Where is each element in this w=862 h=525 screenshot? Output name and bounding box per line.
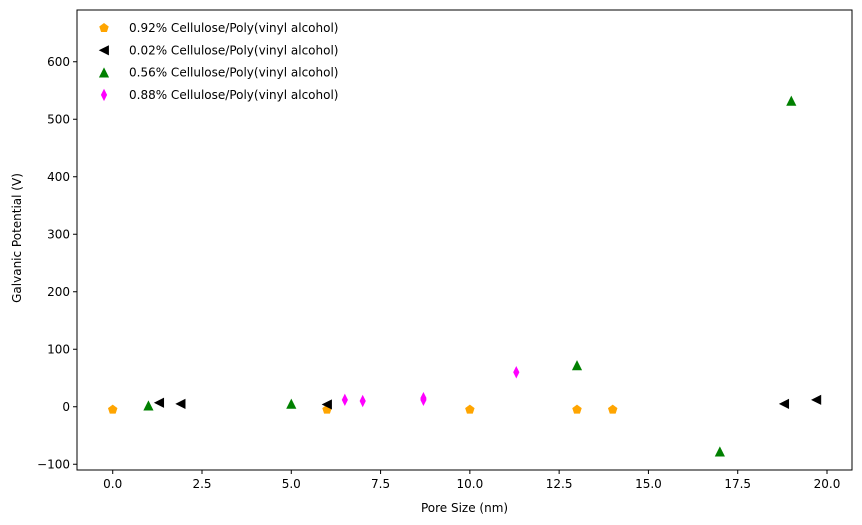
y-tick-label: 400: [47, 170, 70, 184]
x-tick-label: 0.0: [103, 477, 122, 491]
y-tick-label: −100: [37, 457, 70, 471]
y-tick-label: 0: [62, 400, 70, 414]
x-tick-label: 20.0: [814, 477, 841, 491]
y-tick-label: 600: [47, 55, 70, 69]
x-tick-label: 15.0: [635, 477, 662, 491]
legend-label: 0.56% Cellulose/Poly(vinyl alcohol): [129, 66, 338, 80]
x-tick-label: 10.0: [456, 477, 483, 491]
y-tick-label: 100: [47, 342, 70, 356]
legend-label: 0.92% Cellulose/Poly(vinyl alcohol): [129, 21, 338, 35]
x-tick-label: 2.5: [192, 477, 211, 491]
legend-label: 0.02% Cellulose/Poly(vinyl alcohol): [129, 43, 338, 57]
y-axis-label: Galvanic Potential (V): [10, 173, 24, 303]
x-axis-label: Pore Size (nm): [421, 501, 508, 515]
x-tick-label: 17.5: [724, 477, 751, 491]
x-tick-label: 5.0: [282, 477, 301, 491]
legend-label: 0.88% Cellulose/Poly(vinyl alcohol): [129, 88, 338, 102]
y-tick-label: 500: [47, 112, 70, 126]
y-tick-label: 200: [47, 285, 70, 299]
y-tick-label: 300: [47, 227, 70, 241]
x-tick-label: 12.5: [546, 477, 573, 491]
x-tick-label: 7.5: [371, 477, 390, 491]
